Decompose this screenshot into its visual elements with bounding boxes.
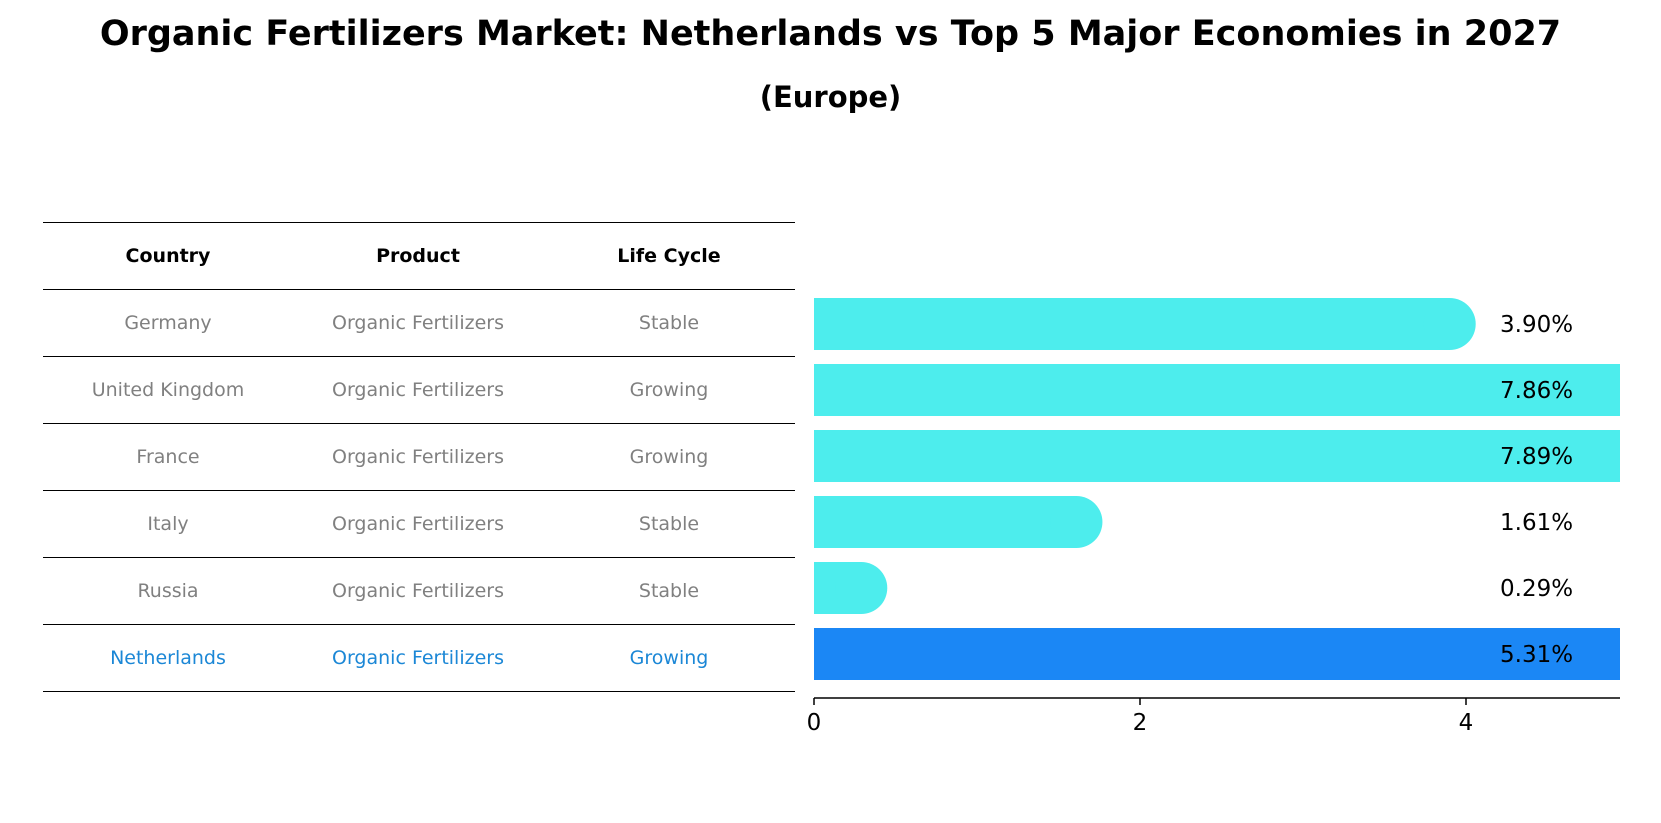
header-country: Country [125, 245, 211, 267]
bar-netherlands [814, 628, 1620, 680]
bar-value-label: 7.86% [1500, 378, 1573, 404]
country-cell: United Kingdom [91, 379, 245, 401]
country-cell: France [136, 446, 200, 468]
chart-title: Organic Fertilizers Market: Netherlands … [99, 14, 1562, 54]
product-cell: Organic Fertilizers [332, 580, 504, 602]
bar-value-label: 3.90% [1500, 312, 1573, 338]
table-row: United Kingdom Organic Fertilizers Growi… [43, 356, 795, 423]
table-row: Germany Organic Fertilizers Stable [43, 289, 795, 356]
life-cycle-cell: Stable [638, 312, 700, 334]
product-cell: Organic Fertilizers [332, 312, 504, 334]
table-header-row: Country Product Life Cycle [43, 222, 795, 289]
table-row: Russia Organic Fertilizers Stable [43, 557, 795, 624]
life-cycle-cell: Growing [629, 446, 709, 468]
life-cycle-cell: Growing [629, 647, 709, 669]
bar-value-label: 5.31% [1500, 642, 1573, 668]
bar-value-label: 7.89% [1500, 444, 1573, 470]
product-cell: Organic Fertilizers [332, 513, 504, 535]
life-cycle-cell: Growing [629, 379, 709, 401]
chart-subtitle: (Europe) [759, 80, 902, 114]
product-cell: Organic Fertilizers [332, 379, 504, 401]
x-tick-label: 4 [1459, 710, 1474, 736]
country-cell: Germany [124, 312, 212, 334]
bar-value-label: 0.29% [1500, 576, 1573, 602]
bar-italy [814, 496, 1103, 548]
life-cycle-cell: Stable [638, 513, 700, 535]
table-row-highlighted: Netherlands Organic Fertilizers Growing [43, 624, 795, 692]
country-cell: Russia [137, 580, 199, 602]
product-cell: Organic Fertilizers [332, 446, 504, 468]
header-life-cycle: Life Cycle [617, 245, 721, 267]
bar-chart: 3.90%7.86%7.89%1.61%0.29%5.31%02468 [807, 298, 1620, 736]
x-tick-label: 2 [1133, 710, 1148, 736]
life-cycle-cell: Stable [638, 580, 700, 602]
bar-value-label: 1.61% [1500, 510, 1573, 536]
table-row: Italy Organic Fertilizers Stable [43, 490, 795, 557]
x-tick-label: 0 [807, 710, 822, 736]
product-cell: Organic Fertilizers [332, 647, 504, 669]
comparison-table: Country Product Life Cycle Germany Organ… [43, 222, 795, 692]
bar-germany [814, 298, 1476, 350]
country-cell: Italy [147, 513, 189, 535]
country-cell: Netherlands [110, 647, 226, 669]
bar-russia [814, 562, 888, 614]
bar-united-kingdom [814, 364, 1620, 416]
header-product: Product [376, 245, 460, 267]
table-row: France Organic Fertilizers Growing [43, 423, 795, 490]
bar-france [814, 430, 1620, 482]
